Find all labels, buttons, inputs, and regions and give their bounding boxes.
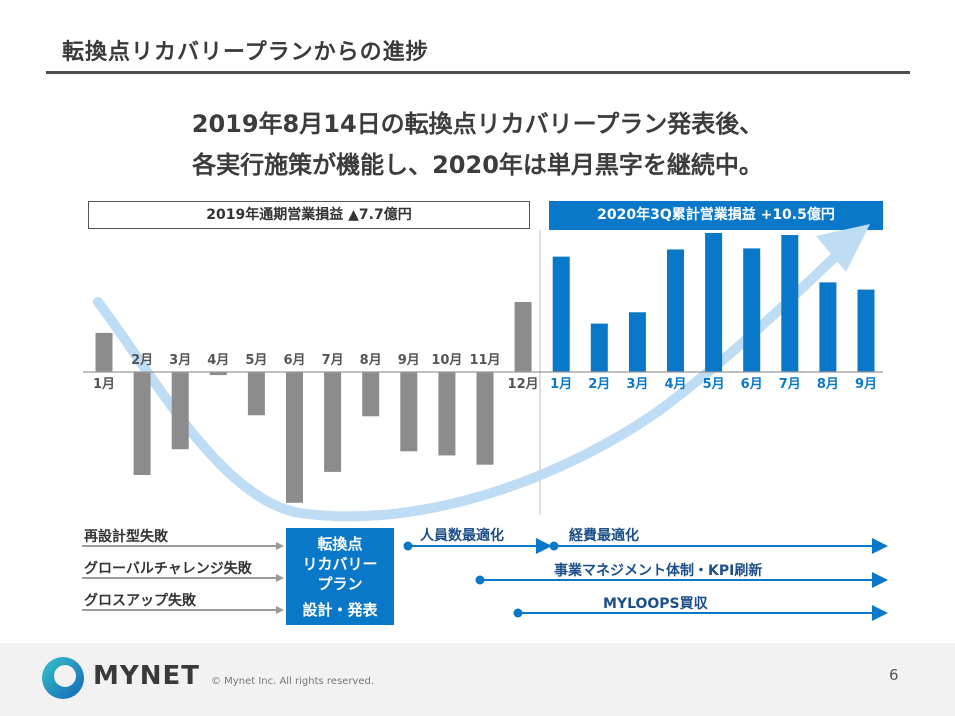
footer: [0, 643, 955, 716]
failure-redesign: 再設計型失敗: [84, 529, 168, 545]
plan-line-1: 転換点: [317, 535, 363, 553]
action-management-reform: 事業マネジメント体制・KPI刷新: [554, 563, 763, 579]
bar-2019-5: [247, 372, 265, 416]
failure-arrowhead-3: [276, 606, 284, 614]
tick-label-2020-3: 3月: [626, 377, 648, 392]
page-number: 6: [889, 666, 899, 684]
tick-label-2019-11: 11月: [469, 353, 500, 368]
tick-label-2019-7: 7月: [322, 353, 344, 368]
plan-line-2: リカバリー: [302, 555, 378, 573]
bar-2019-6: [286, 372, 303, 503]
tick-label-2019-9: 9月: [398, 353, 420, 368]
tick-label-2020-4: 4月: [664, 377, 686, 392]
bar-2019-9: [400, 372, 418, 452]
tick-label-2019-12: 12月: [508, 377, 539, 392]
bar-2020-9: [857, 289, 875, 372]
trend-arrowhead: [816, 224, 870, 272]
action-myloops-acquisition: MYLOOPS買収: [603, 596, 708, 612]
failure-arrowhead-2: [276, 574, 284, 582]
failure-global: グローバルチャレンジ失敗: [84, 561, 252, 577]
tick-label-2019-2: 2月: [131, 353, 153, 368]
bar-2019-4: [209, 372, 227, 376]
logo-wordmark: MYNET: [93, 661, 200, 691]
tick-label-2019-3: 3月: [169, 353, 191, 368]
bar-2020-6: [743, 248, 761, 372]
page-title: 転換点リカバリープランからの進捗: [62, 40, 429, 65]
tick-label-2020-8: 8月: [817, 377, 839, 392]
tick-label-2020-5: 5月: [703, 377, 725, 392]
bar-2019-10: [438, 372, 456, 456]
bar-2020-3: [628, 312, 646, 372]
headline-line-2: 各実行施策が機能し、2020年は単月黒字を継続中。: [192, 151, 763, 179]
failure-arrowhead-1: [276, 542, 284, 550]
bar-2020-1: [552, 256, 570, 372]
recovery-plan-box: 転換点 リカバリー プラン 設計・発表: [286, 528, 394, 625]
tick-label-2019-5: 5月: [245, 353, 267, 368]
tick-label-2019-1: 1月: [93, 377, 115, 392]
bar-2019-8: [362, 372, 380, 417]
tick-label-2020-6: 6月: [741, 377, 763, 392]
operating-profit-chart: 1月 2月 3月 4月 5月 6月 7月 8月 9月 10月 11月 12月 1月 2月 3月 4月 5月 6月 7…: [82, 224, 888, 621]
title-divider: [46, 71, 910, 74]
tick-label-2019-8: 8月: [360, 353, 382, 368]
tick-label-2019-10: 10月: [431, 353, 462, 368]
bar-2019-12: [514, 301, 532, 372]
bar-2020-7: [781, 235, 799, 372]
bar-2019-3: [171, 372, 189, 450]
headline-line-1: 2019年8月14日の転換点リカバリープラン発表後、: [191, 110, 764, 138]
summary-2019-box: 2019年通期営業損益 ▲7.7億円: [88, 201, 530, 229]
bar-2019-1: [95, 332, 113, 372]
action-staff-optimization: 人員数最適化: [420, 528, 504, 544]
mynet-logo-icon: [42, 657, 84, 699]
plan-line-3: プラン: [317, 575, 363, 593]
tick-label-2019-6: 6月: [283, 353, 305, 368]
bar-2019-7: [324, 372, 342, 472]
tick-label-2019-4: 4月: [207, 353, 229, 368]
bar-2020-4: [667, 249, 684, 372]
bar-2019-11: [476, 372, 494, 465]
bar-2020-5: [705, 232, 723, 372]
tick-label-2020-1: 1月: [550, 377, 572, 392]
bar-2020-2: [590, 323, 608, 372]
tick-label-2020-9: 9月: [855, 377, 877, 392]
tick-label-2020-7: 7月: [779, 377, 801, 392]
action-cost-optimization: 経費最適化: [569, 528, 639, 544]
summary-2020-box: 2020年3Q累計営業損益 +10.5億円: [549, 201, 883, 230]
trend-curve: [93, 247, 845, 522]
bar-2020-8: [819, 282, 837, 372]
tick-label-2020-2: 2月: [588, 377, 610, 392]
copyright-text: © Mynet Inc. All rights reserved.: [211, 676, 375, 687]
plan-line-4: 設計・発表: [302, 601, 378, 619]
bar-2019-2: [133, 372, 151, 475]
failure-grossup: グロスアップ失敗: [84, 593, 196, 609]
